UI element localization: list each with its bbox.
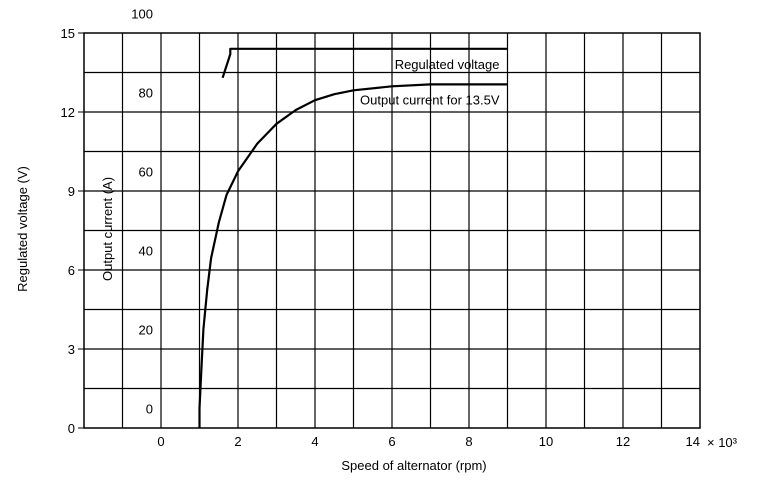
x-axis-title: Speed of alternator (rpm) [341,458,486,473]
voltage-tick-label: 12 [61,105,75,120]
x-tick-label: 4 [311,434,318,449]
x-tick-label: 14 [686,434,700,449]
voltage-tick-labels: 0 3 6 9 12 15 [61,26,84,436]
series [198,47,508,428]
annotations: Regulated voltage Output current for 13.5… [360,57,500,108]
current-tick-label: 100 [131,6,153,21]
current-tick-label: 40 [139,243,153,258]
x-tick-labels: 0 2 4 6 8 10 12 14 [157,434,700,449]
x-multiplier-label: × 10³ [707,435,738,450]
current-tick-label: 20 [139,322,153,337]
x-tick-label: 6 [388,434,395,449]
x-tick-label: 10 [539,434,553,449]
series-line-regulated-voltage [221,47,508,79]
voltage-tick-label: 0 [68,421,75,436]
voltage-tick-label: 6 [68,263,75,278]
x-tick-label: 0 [157,434,164,449]
voltage-tick-label: 15 [61,26,75,41]
current-tick-labels: 0 20 40 60 80 100 [131,6,153,416]
annotation-label: Regulated voltage [395,57,500,72]
x-tick-label: 12 [616,434,630,449]
current-tick-label: 60 [139,164,153,179]
grid [84,33,700,428]
series-line-output-current [198,83,508,428]
voltage-axis-title: Regulated voltage (V) [15,166,30,292]
plot-frame [83,32,701,429]
current-axis-title: Output current (A) [100,177,115,281]
current-tick-label: 0 [146,401,153,416]
x-tick-label: 8 [465,434,472,449]
x-tick-label: 2 [234,434,241,449]
current-tick-label: 80 [139,85,153,100]
voltage-tick-label: 3 [68,342,75,357]
annotation-label: Output current for 13.5V [360,92,500,107]
voltage-tick-label: 9 [68,184,75,199]
